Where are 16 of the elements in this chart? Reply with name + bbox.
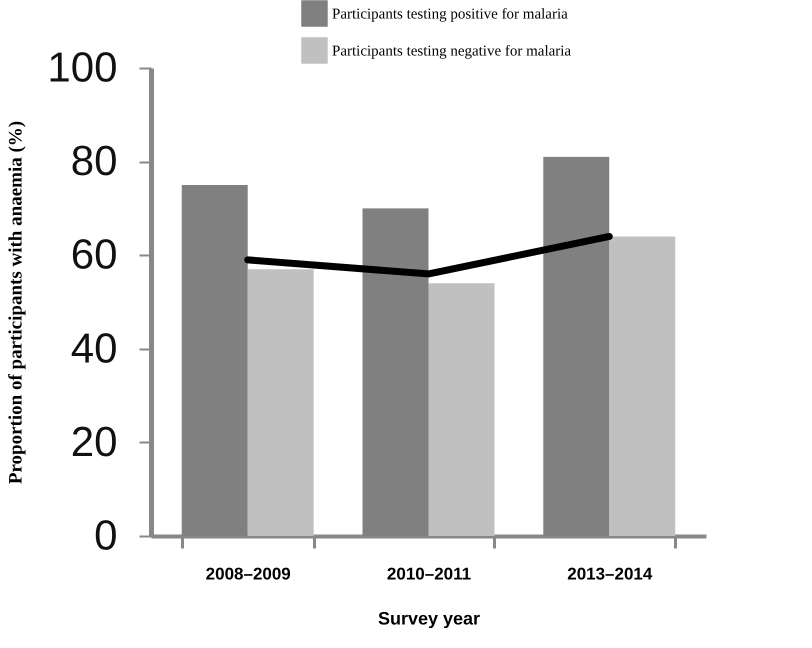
y-axis-title: Proportion of participants with anaemia (%): [5, 120, 26, 484]
y-tick-label: 60: [70, 230, 118, 278]
bar: [609, 236, 676, 536]
y-tick-label: 100: [47, 44, 118, 90]
bar: [428, 283, 494, 536]
legend-label: Participants testing negative for malaria: [332, 44, 572, 60]
y-tick-label: 0: [94, 512, 118, 558]
x-tick-label: 2008–2009: [206, 564, 291, 584]
y-tick-label: 80: [70, 137, 118, 184]
bar: [248, 269, 314, 536]
y-tick-label: 20: [70, 418, 118, 465]
legend-label: Participants testing positive for malaria: [332, 6, 568, 22]
x-tick-label: 2010–2011: [386, 564, 472, 584]
x-axis-title: Survey year: [378, 608, 480, 628]
x-tick-label: 2013–2014: [567, 564, 653, 584]
y-tick-label: 40: [70, 324, 118, 372]
